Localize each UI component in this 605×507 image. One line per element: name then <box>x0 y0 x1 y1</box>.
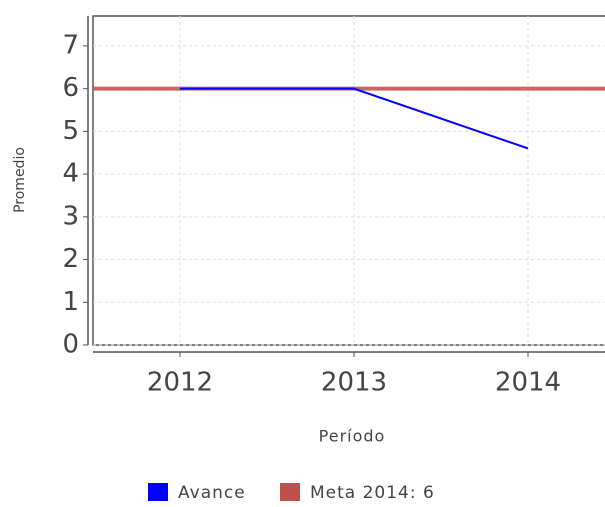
y-tick-label: 2 <box>62 244 79 274</box>
x-tick-label: 2014 <box>495 368 561 398</box>
x-tick-label: 2012 <box>147 368 213 398</box>
plot-area <box>92 15 605 346</box>
y-tick-label: 5 <box>62 116 79 146</box>
legend-swatch <box>148 483 168 501</box>
legend-swatch <box>280 483 300 501</box>
x-axis-label: Período <box>319 427 386 446</box>
y-tick-label: 4 <box>62 159 79 189</box>
y-tick-label: 7 <box>62 30 79 60</box>
y-tick-label: 0 <box>62 330 79 360</box>
line <box>180 87 529 150</box>
y-tick-label: 3 <box>62 201 79 231</box>
y-tick-label: 1 <box>62 287 79 317</box>
legend-label: Meta 2014: 6 <box>310 483 435 503</box>
legend-label: Avance <box>178 483 246 503</box>
y-axis-label: Promedio <box>12 147 28 213</box>
y-tick-label: 6 <box>62 73 79 103</box>
x-tick-label: 2013 <box>321 368 387 398</box>
